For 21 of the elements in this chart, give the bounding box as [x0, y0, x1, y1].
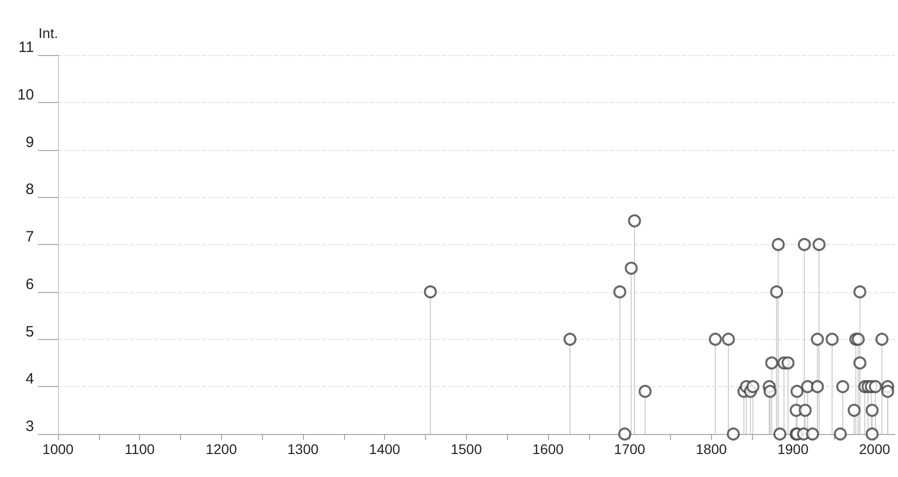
y-tick-label: 9 [26, 134, 34, 151]
y-tick-label: 8 [26, 181, 34, 198]
x-tick-label: 2000 [859, 441, 890, 457]
y-tick-label: 7 [26, 228, 34, 246]
x-tick-label: 1600 [532, 441, 564, 457]
y-tick-label: 6 [26, 276, 34, 293]
y-tick-label: 3 [26, 418, 34, 435]
x-tick-label: 1700 [614, 441, 646, 457]
y-tick-label: 10 [17, 86, 34, 104]
y-tick-label: 5 [26, 323, 34, 340]
x-tick-label: 1100 [124, 441, 155, 457]
y-tick-label: 11 [18, 39, 34, 56]
x-tick-label: 1500 [450, 441, 482, 457]
y-tick-label: 4 [26, 370, 34, 388]
x-tick-label: 1900 [777, 441, 809, 457]
x-tick-label: 1800 [696, 441, 728, 457]
y-axis-title: Int. [38, 25, 58, 42]
x-tick-label: 1000 [42, 441, 74, 457]
x-tick-label: 1300 [287, 441, 319, 457]
x-tick-label: 1200 [206, 441, 238, 457]
x-tick-label: 1400 [369, 441, 400, 457]
